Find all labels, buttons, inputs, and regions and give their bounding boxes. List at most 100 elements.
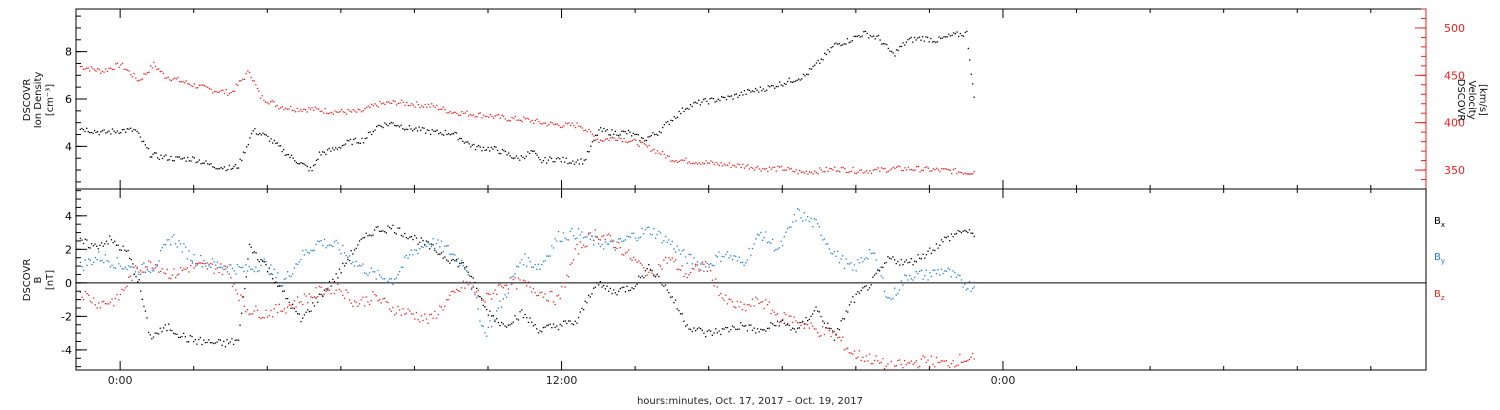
by-point bbox=[265, 261, 267, 263]
bottom-ylabel-line1: DSCOVR bbox=[22, 259, 33, 302]
by-point bbox=[275, 276, 277, 279]
density-point bbox=[812, 65, 814, 68]
density-point bbox=[147, 148, 150, 150]
density-point bbox=[863, 31, 865, 33]
density-point bbox=[415, 127, 417, 129]
velocity-point bbox=[456, 112, 458, 115]
bx-point bbox=[464, 267, 466, 269]
by-point bbox=[472, 285, 474, 287]
bz-point bbox=[317, 296, 319, 298]
by-point bbox=[454, 254, 456, 256]
bx-point bbox=[848, 304, 851, 306]
velocity-point bbox=[146, 72, 148, 74]
density-point bbox=[538, 156, 540, 159]
bz-point bbox=[486, 292, 488, 295]
velocity-point bbox=[623, 137, 625, 140]
bz-point bbox=[783, 312, 785, 314]
density-point bbox=[671, 120, 674, 122]
density-point bbox=[315, 159, 318, 161]
bz-point bbox=[405, 312, 407, 314]
density-point bbox=[585, 158, 587, 161]
bz-point bbox=[564, 286, 566, 288]
density-point bbox=[120, 132, 122, 134]
by-point bbox=[417, 252, 419, 255]
density-point bbox=[361, 137, 363, 140]
by-point bbox=[109, 266, 112, 268]
density-point bbox=[392, 122, 394, 124]
velocity-point bbox=[939, 170, 941, 173]
bx-point bbox=[362, 237, 364, 239]
density-point bbox=[168, 159, 170, 161]
density-point bbox=[126, 128, 128, 130]
bz-point bbox=[278, 303, 280, 305]
velocity-point bbox=[620, 138, 622, 140]
density-point bbox=[125, 131, 127, 133]
velocity-point bbox=[462, 112, 465, 115]
bz-point bbox=[452, 290, 454, 292]
by-point bbox=[743, 264, 745, 267]
bz-point bbox=[297, 296, 299, 298]
bz-point bbox=[897, 359, 899, 362]
velocity-point bbox=[464, 112, 466, 114]
by-point bbox=[736, 260, 739, 262]
by-point bbox=[775, 249, 777, 251]
velocity-point bbox=[422, 106, 425, 108]
bz-point bbox=[300, 301, 302, 303]
bz-point bbox=[940, 360, 943, 362]
density-point bbox=[233, 165, 235, 168]
bz-point bbox=[838, 336, 841, 338]
velocity-point bbox=[844, 168, 846, 170]
bz-point bbox=[374, 293, 376, 296]
bx-point bbox=[539, 330, 541, 332]
density-point bbox=[185, 160, 187, 162]
velocity-point bbox=[817, 173, 819, 175]
bx-point bbox=[780, 321, 782, 323]
by-point bbox=[688, 253, 690, 255]
velocity-point bbox=[854, 172, 856, 174]
velocity-point bbox=[240, 80, 242, 82]
bx-point bbox=[793, 328, 795, 330]
bz-point bbox=[673, 261, 675, 263]
by-point bbox=[509, 282, 511, 284]
velocity-point bbox=[167, 76, 169, 78]
bz-point bbox=[243, 305, 245, 307]
bz-point bbox=[455, 288, 458, 291]
velocity-point bbox=[498, 114, 500, 116]
bx-point bbox=[245, 276, 247, 278]
by-point bbox=[902, 284, 904, 286]
density-point bbox=[379, 124, 381, 127]
density-point bbox=[707, 103, 710, 105]
bx-point bbox=[298, 313, 300, 315]
bz-point bbox=[103, 300, 105, 302]
bx-point bbox=[397, 227, 399, 229]
bx-point bbox=[661, 284, 663, 286]
by-point bbox=[792, 221, 794, 223]
bz-point bbox=[569, 263, 571, 266]
bz-point bbox=[870, 363, 872, 365]
density-point bbox=[642, 137, 644, 140]
velocity-point bbox=[536, 118, 538, 120]
by-point bbox=[822, 239, 824, 241]
density-point bbox=[943, 36, 945, 38]
by-point bbox=[949, 268, 951, 271]
by-point bbox=[496, 310, 498, 312]
density-point bbox=[927, 36, 929, 39]
density-point bbox=[95, 131, 97, 134]
bz-point bbox=[154, 264, 157, 266]
bx-point bbox=[683, 320, 685, 322]
by-point bbox=[507, 292, 509, 294]
density-point bbox=[222, 168, 224, 170]
bx-point bbox=[583, 309, 585, 311]
density-point bbox=[460, 138, 462, 140]
velocity-point bbox=[947, 169, 950, 171]
density-point bbox=[242, 151, 245, 153]
bz-point bbox=[955, 365, 958, 367]
density-point bbox=[864, 30, 867, 32]
bz-point bbox=[146, 268, 148, 271]
velocity-point bbox=[419, 106, 421, 109]
density-point bbox=[139, 136, 142, 138]
bz-point bbox=[922, 355, 924, 357]
density-point bbox=[533, 150, 535, 152]
bz-point bbox=[427, 322, 429, 324]
